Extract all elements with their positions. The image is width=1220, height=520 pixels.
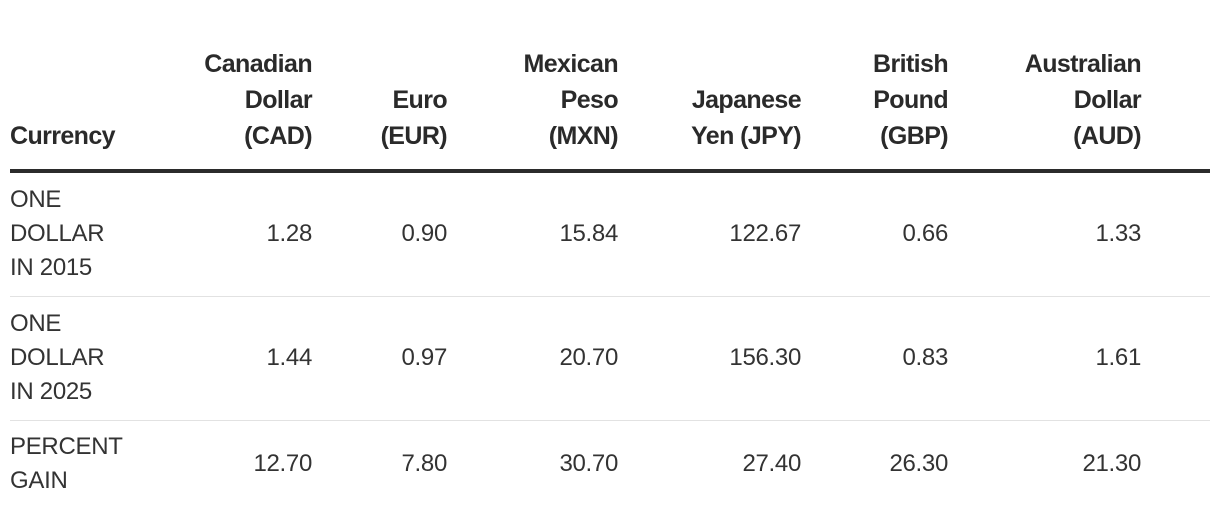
table-cell: 0.97 [401,344,447,371]
table-cell: 12.70 [253,450,312,477]
row-divider [10,420,1210,421]
table-cell: 122.67 [729,220,801,247]
table-cell: 21.30 [1082,450,1141,477]
column-header: Euro (EUR) [380,86,448,150]
table-cell: 0.66 [902,220,948,247]
column-header: Japanese Yen (JPY) [691,86,802,150]
column-header: Currency [10,122,116,150]
table-cell: 30.70 [559,450,618,477]
table-cell: 156.30 [729,344,801,371]
table-cell: 1.61 [1095,344,1141,371]
column-header: British Pound (GBP) [873,50,949,150]
table-cell: 1.28 [266,220,312,247]
row-divider [10,296,1210,297]
row-label: PERCENT GAIN [10,433,123,494]
table-cell: 26.30 [889,450,948,477]
table-cell: 15.84 [559,220,618,247]
table-cell: 7.80 [401,450,447,477]
row-label: ONE DOLLAR IN 2015 [10,186,105,281]
table-cell: 1.44 [266,344,312,371]
column-header: Canadian Dollar (CAD) [204,50,312,150]
column-header: Mexican Peso (MXN) [523,50,619,150]
column-header: Australian Dollar (AUD) [1024,50,1142,150]
table-cell: 20.70 [559,344,618,371]
row-label: ONE DOLLAR IN 2025 [10,310,105,405]
table-cell: 1.33 [1095,220,1141,247]
table-cell: 0.90 [401,220,447,247]
header-rule [10,169,1210,173]
table-cell: 0.83 [902,344,948,371]
table-cell: 27.40 [742,450,801,477]
